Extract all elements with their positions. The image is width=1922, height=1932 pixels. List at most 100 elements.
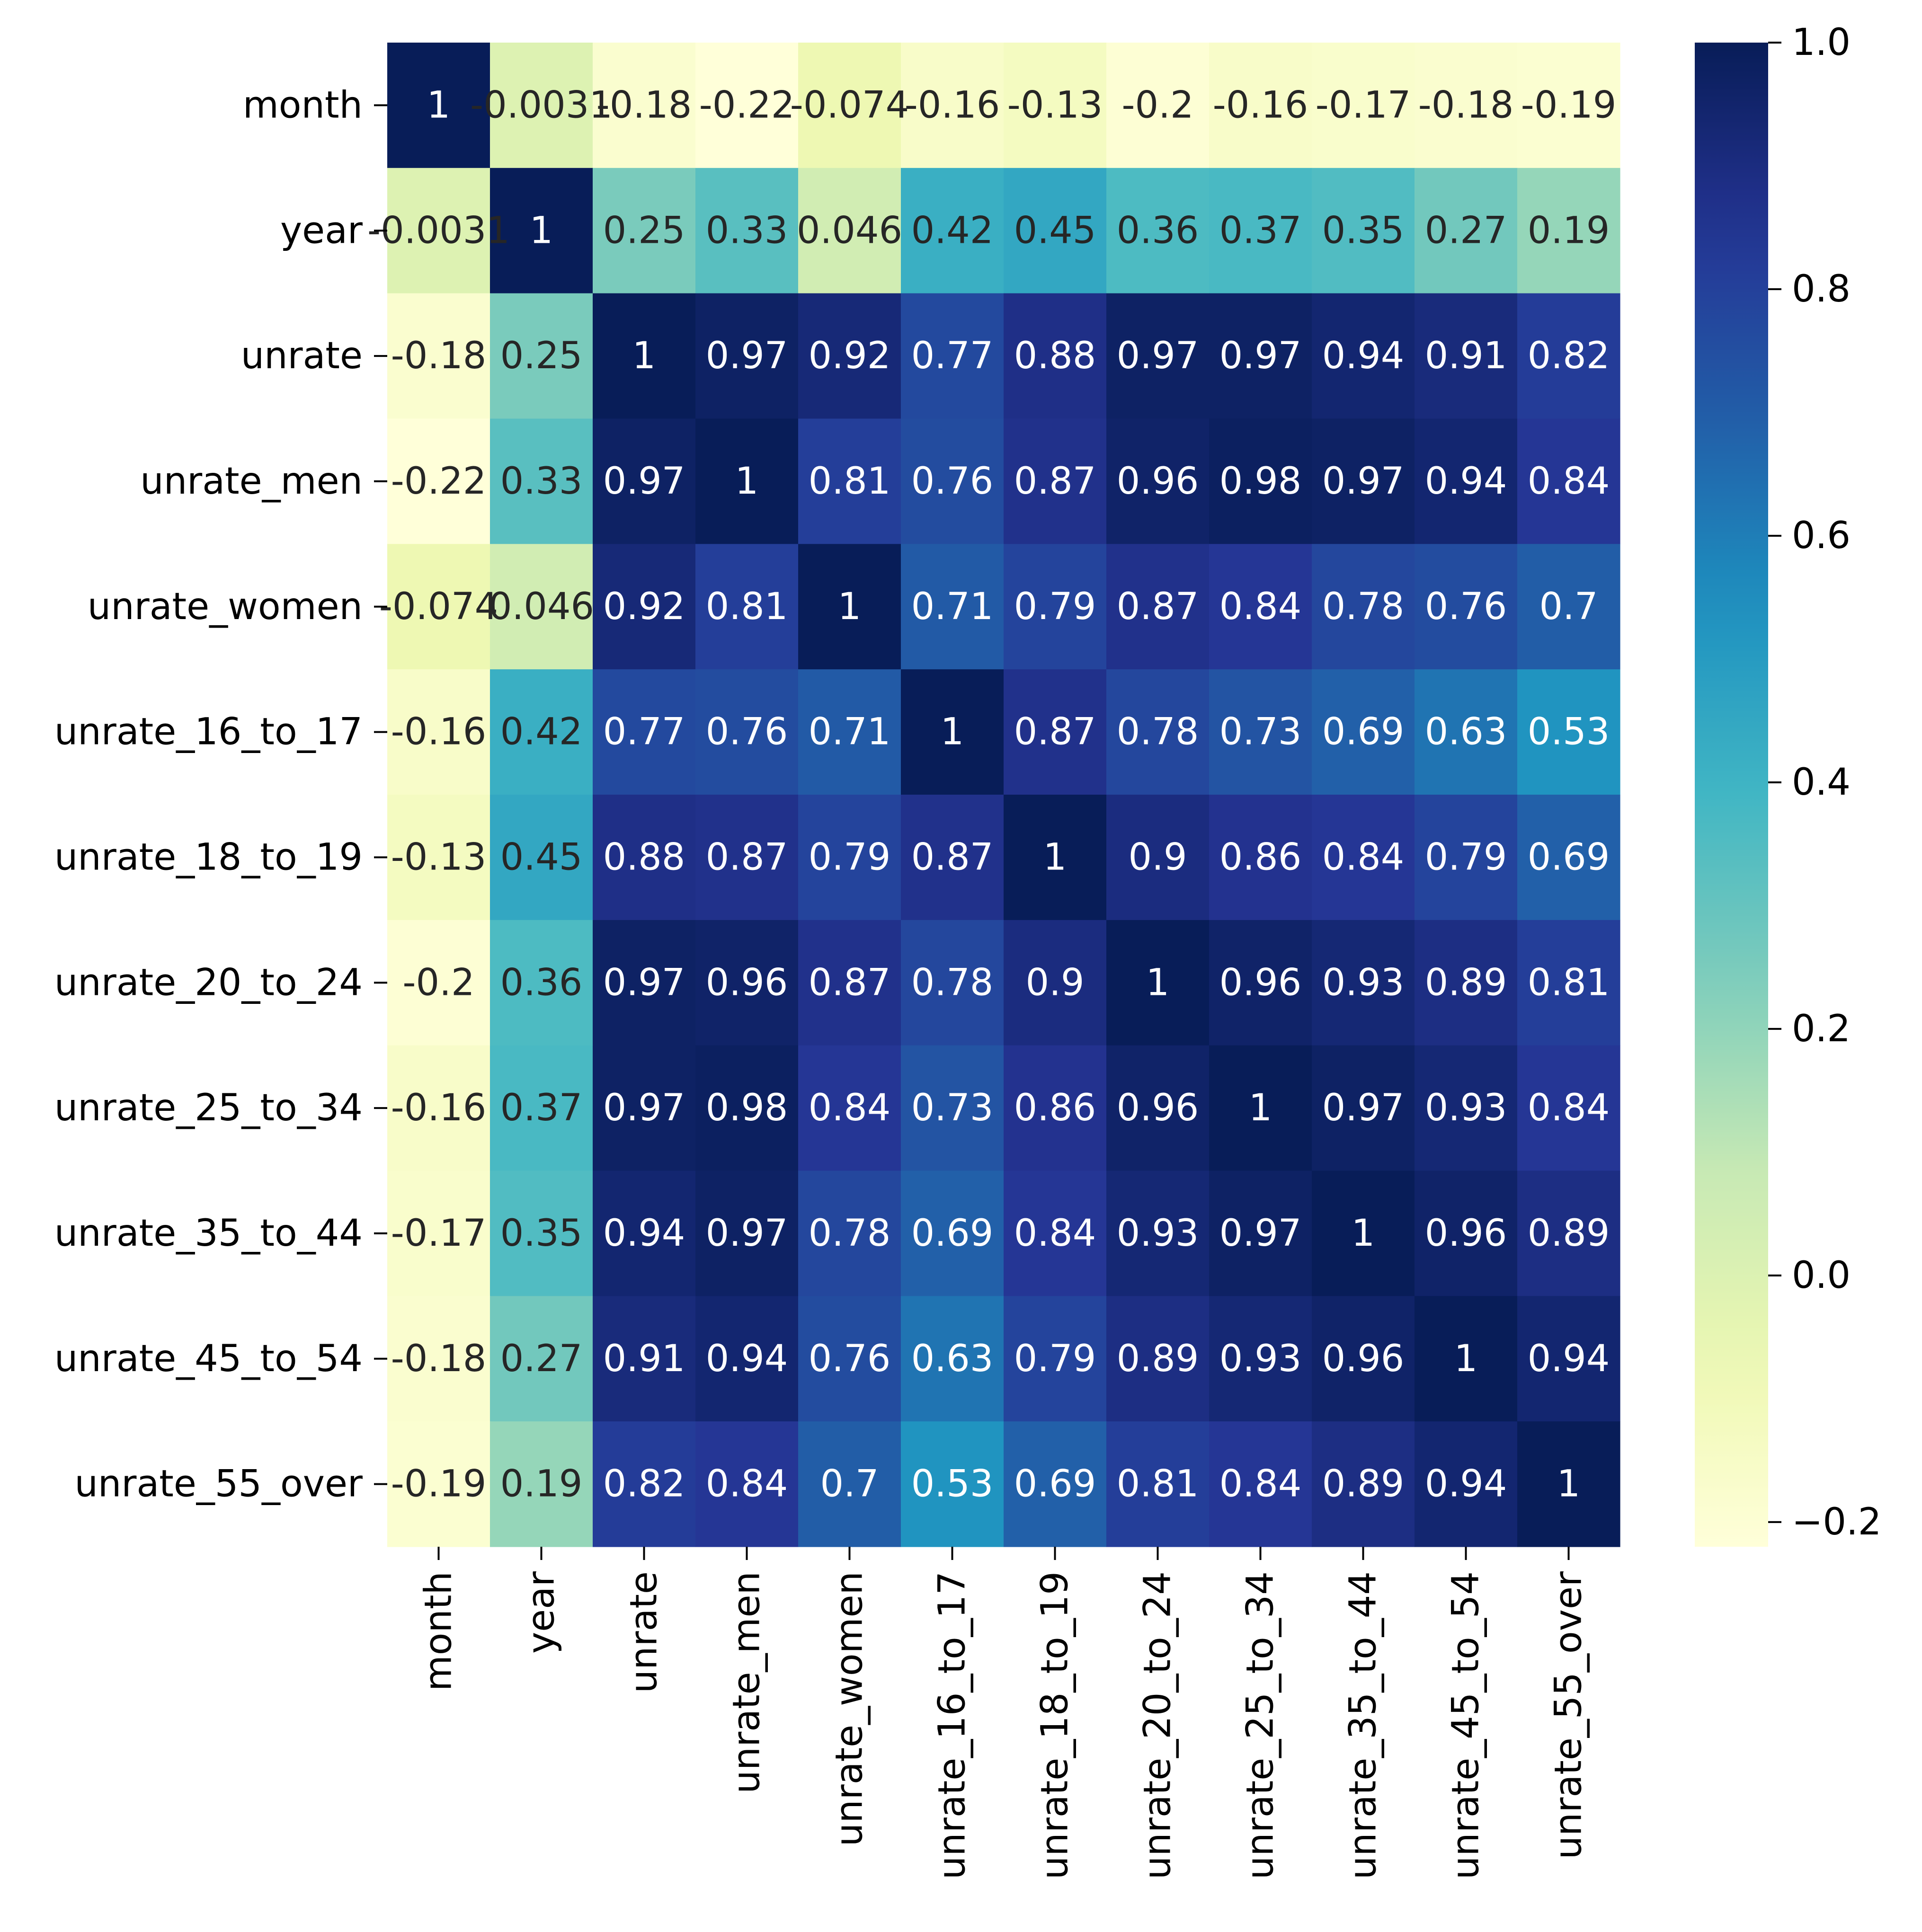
heatmap-cell xyxy=(593,1170,696,1296)
heatmap-cell xyxy=(490,795,593,921)
cell-annotation: 0.7 xyxy=(820,1463,879,1506)
heatmap-cell xyxy=(1106,920,1210,1046)
heatmap-cell xyxy=(1004,418,1107,544)
cell-annotation: 0.77 xyxy=(911,335,994,377)
cell-annotation: 0.36 xyxy=(500,961,583,1004)
heatmap-cell xyxy=(1004,920,1107,1046)
cell-annotation: 0.87 xyxy=(1117,585,1199,628)
heatmap-cell xyxy=(798,1170,901,1296)
heatmap-cell xyxy=(1312,1170,1415,1296)
heatmap-cell xyxy=(1415,1296,1518,1422)
cell-annotation: 1 xyxy=(941,711,964,753)
column-tick-label: unrate_35_to_44 xyxy=(1342,1571,1385,1879)
cell-annotation: 1 xyxy=(1352,1212,1375,1255)
column-tick-label: unrate_25_to_34 xyxy=(1239,1571,1282,1879)
heatmap-cell xyxy=(1312,168,1415,294)
cell-annotation: 1 xyxy=(530,209,553,252)
cell-annotation: 0.87 xyxy=(706,836,788,878)
cell-annotation: -0.16 xyxy=(391,1087,487,1129)
heatmap-cell xyxy=(1415,669,1518,795)
cell-annotation: -0.18 xyxy=(391,1338,487,1380)
row-tick-label: unrate_women xyxy=(88,585,363,628)
colorbar-tick-label: 1.0 xyxy=(1792,21,1851,64)
heatmap-cell xyxy=(1517,795,1620,921)
colorbar-tick-label: 0.8 xyxy=(1792,268,1851,310)
heatmap-cell xyxy=(901,920,1004,1046)
heatmap-cell xyxy=(1209,1296,1312,1422)
cell-annotation: -0.17 xyxy=(391,1212,487,1255)
cell-annotation: 0.94 xyxy=(1425,1463,1507,1506)
heatmap-cell xyxy=(1415,1421,1518,1547)
column-tick-label: month xyxy=(418,1571,460,1691)
heatmap-cell xyxy=(1517,1421,1620,1547)
cell-annotation: 0.89 xyxy=(1425,961,1507,1004)
heatmap-cell xyxy=(695,1421,799,1547)
heatmap-cell xyxy=(387,168,490,294)
cell-annotation: 0.19 xyxy=(1528,209,1610,252)
column-tick-labels: month year unrate unrate_men unrate_women unr… xyxy=(418,1547,1590,1879)
heatmap-cell xyxy=(593,1045,696,1171)
cell-annotation: 0.98 xyxy=(706,1087,788,1129)
heatmap-cell xyxy=(1517,669,1620,795)
heatmap-cell xyxy=(798,293,901,419)
cell-annotation: 0.79 xyxy=(1014,585,1096,628)
heatmap-cell xyxy=(695,1045,799,1171)
heatmap-cell xyxy=(490,1421,593,1547)
row-tick-label: unrate_16_to_17 xyxy=(54,711,363,753)
cell-annotation: 0.42 xyxy=(500,711,583,753)
cell-annotation: 0.63 xyxy=(911,1338,994,1380)
cell-annotation: -0.2 xyxy=(402,961,474,1004)
cell-annotation: -0.13 xyxy=(1007,84,1103,126)
heatmap-cell xyxy=(1209,1421,1312,1547)
heatmap-cell xyxy=(593,795,696,921)
cell-annotation: 0.84 xyxy=(1219,1463,1302,1506)
cell-annotation: -0.22 xyxy=(391,460,487,503)
cell-annotation: 0.94 xyxy=(1322,335,1405,377)
heatmap-cell xyxy=(1517,1045,1620,1171)
heatmap-cell xyxy=(1106,1421,1210,1547)
heatmap-cell xyxy=(387,544,490,670)
cell-annotation: 0.45 xyxy=(1014,209,1096,252)
cell-annotation: 0.046 xyxy=(489,585,594,628)
cell-annotation: 0.35 xyxy=(1322,209,1405,252)
heatmap-cell xyxy=(1415,1170,1518,1296)
cell-annotation: 0.88 xyxy=(1014,335,1096,377)
row-tick-label: month xyxy=(243,84,363,126)
row-tick-label: unrate_20_to_24 xyxy=(54,961,363,1004)
cell-annotation: 0.81 xyxy=(809,460,891,503)
heatmap-cell xyxy=(1209,795,1312,921)
colorbar-tick-label: −0.2 xyxy=(1792,1501,1881,1543)
colorbar-tick-label: 0.0 xyxy=(1792,1254,1851,1297)
heatmap-cell xyxy=(1312,418,1415,544)
cell-annotation: 0.97 xyxy=(706,1212,788,1255)
cell-annotation: 0.71 xyxy=(911,585,994,628)
cell-annotation: 0.87 xyxy=(809,961,891,1004)
cell-annotation: 0.96 xyxy=(706,961,788,1004)
cell-annotation: 0.9 xyxy=(1025,961,1084,1004)
heatmap-cell xyxy=(901,293,1004,419)
cell-annotation: 0.69 xyxy=(1322,711,1405,753)
cell-annotation: -0.074 xyxy=(790,84,909,126)
heatmap-cell xyxy=(1106,418,1210,544)
cell-annotation: -0.074 xyxy=(379,585,498,628)
cell-annotation: 0.88 xyxy=(603,836,685,878)
cell-annotation: 0.53 xyxy=(911,1463,994,1506)
cell-annotations: 1 -0.0031 -0.18 -0.22 -0.074 -0.16 -0.13 -0.2 -0… xyxy=(367,84,1616,1505)
cell-annotation: 0.92 xyxy=(603,585,685,628)
heatmap-cell xyxy=(1004,795,1107,921)
heatmap-cell xyxy=(901,1045,1004,1171)
cell-annotation: 0.87 xyxy=(1014,460,1096,503)
cell-annotation: 0.94 xyxy=(1425,460,1507,503)
heatmap-cell xyxy=(798,1296,901,1422)
cell-annotation: 0.79 xyxy=(809,836,891,878)
heatmap-cell xyxy=(387,418,490,544)
heatmap-cell xyxy=(387,1170,490,1296)
cell-annotation: 0.96 xyxy=(1322,1338,1405,1380)
cell-annotation: -0.0031 xyxy=(470,84,613,126)
column-tick-label: year xyxy=(520,1571,563,1654)
cell-annotation: 0.96 xyxy=(1425,1212,1507,1255)
cell-annotation: 0.78 xyxy=(809,1212,891,1255)
cell-annotation: 0.97 xyxy=(603,460,685,503)
